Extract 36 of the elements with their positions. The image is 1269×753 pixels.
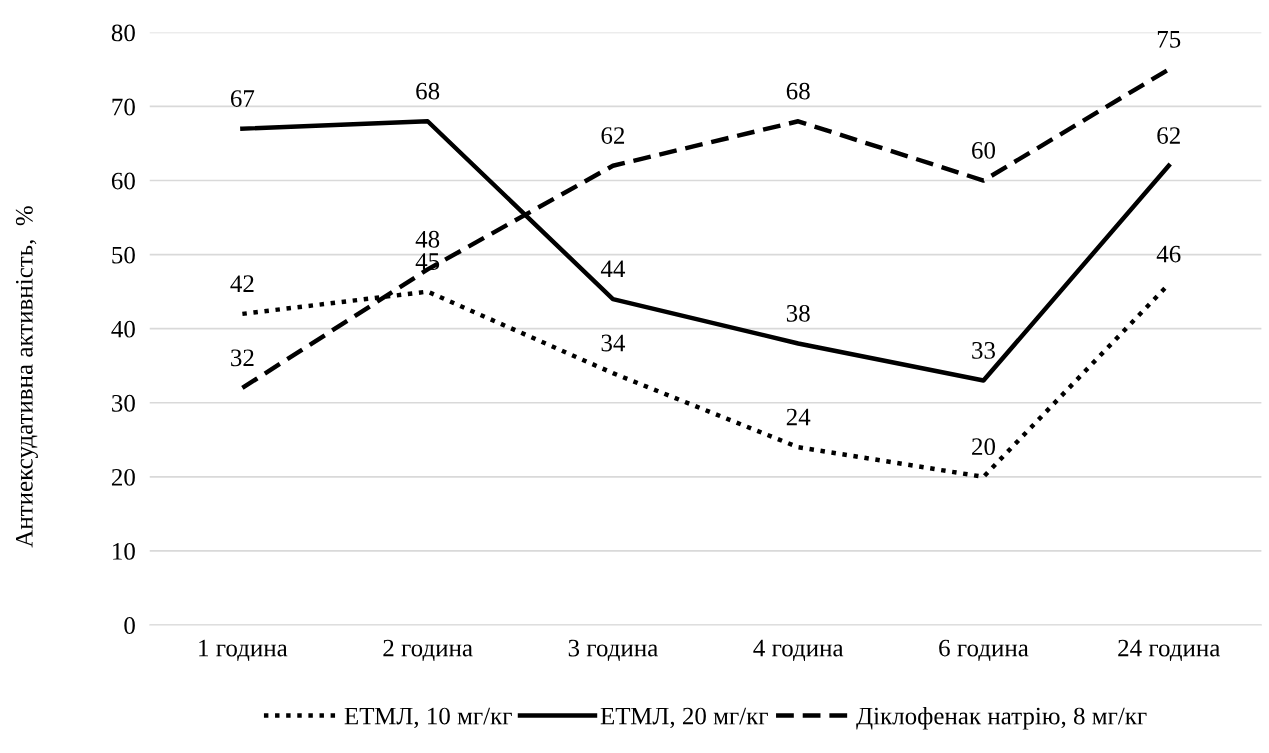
- y-tick-label: 60: [111, 172, 135, 190]
- data-label: 60: [972, 141, 996, 159]
- data-label: 48: [415, 230, 440, 248]
- legend-label: ЕТМЛ, 10 мг/кг: [344, 707, 512, 729]
- x-tick-label: 1 година: [199, 639, 288, 662]
- data-label: 32: [231, 349, 254, 367]
- data-label: 67: [230, 90, 255, 107]
- data-label: 20: [972, 438, 996, 456]
- y-axis-title: Антиексудативна активність, %: [15, 206, 38, 548]
- data-label: 34: [601, 334, 626, 352]
- x-tick-label: 24 година: [1118, 639, 1221, 662]
- data-label: 68: [416, 82, 440, 100]
- data-label: 62: [601, 127, 625, 144]
- data-label: 33: [972, 341, 995, 359]
- y-tick-label: 40: [111, 320, 135, 338]
- data-label: 68: [786, 82, 810, 100]
- x-tick-label: 6 година: [939, 639, 1029, 662]
- y-tick-label: 80: [111, 24, 135, 42]
- data-label: 75: [1157, 31, 1181, 48]
- y-tick-label: 50: [112, 246, 135, 264]
- y-tick-label: 20: [111, 468, 135, 486]
- data-label: 62: [1157, 127, 1180, 144]
- x-tick-label: 3 година: [568, 639, 658, 662]
- legend-label: Діклофенак натрію, 8 мг/кг: [856, 706, 1147, 730]
- x-tick-label: 2 година: [383, 639, 473, 662]
- y-tick-label: 10: [113, 542, 135, 560]
- y-tick-label: 0: [124, 617, 135, 634]
- x-tick-label: 4 година: [753, 639, 844, 662]
- data-label: 42: [230, 275, 254, 292]
- data-label: 38: [786, 304, 810, 322]
- legend-label: ЕТМЛ, 20 мг/кг: [600, 707, 768, 729]
- y-tick-label: 70: [112, 98, 135, 116]
- data-label: 44: [600, 260, 626, 278]
- y-tick-label: 30: [112, 394, 135, 412]
- data-label: 24: [786, 408, 811, 426]
- data-label: 46: [1156, 245, 1181, 263]
